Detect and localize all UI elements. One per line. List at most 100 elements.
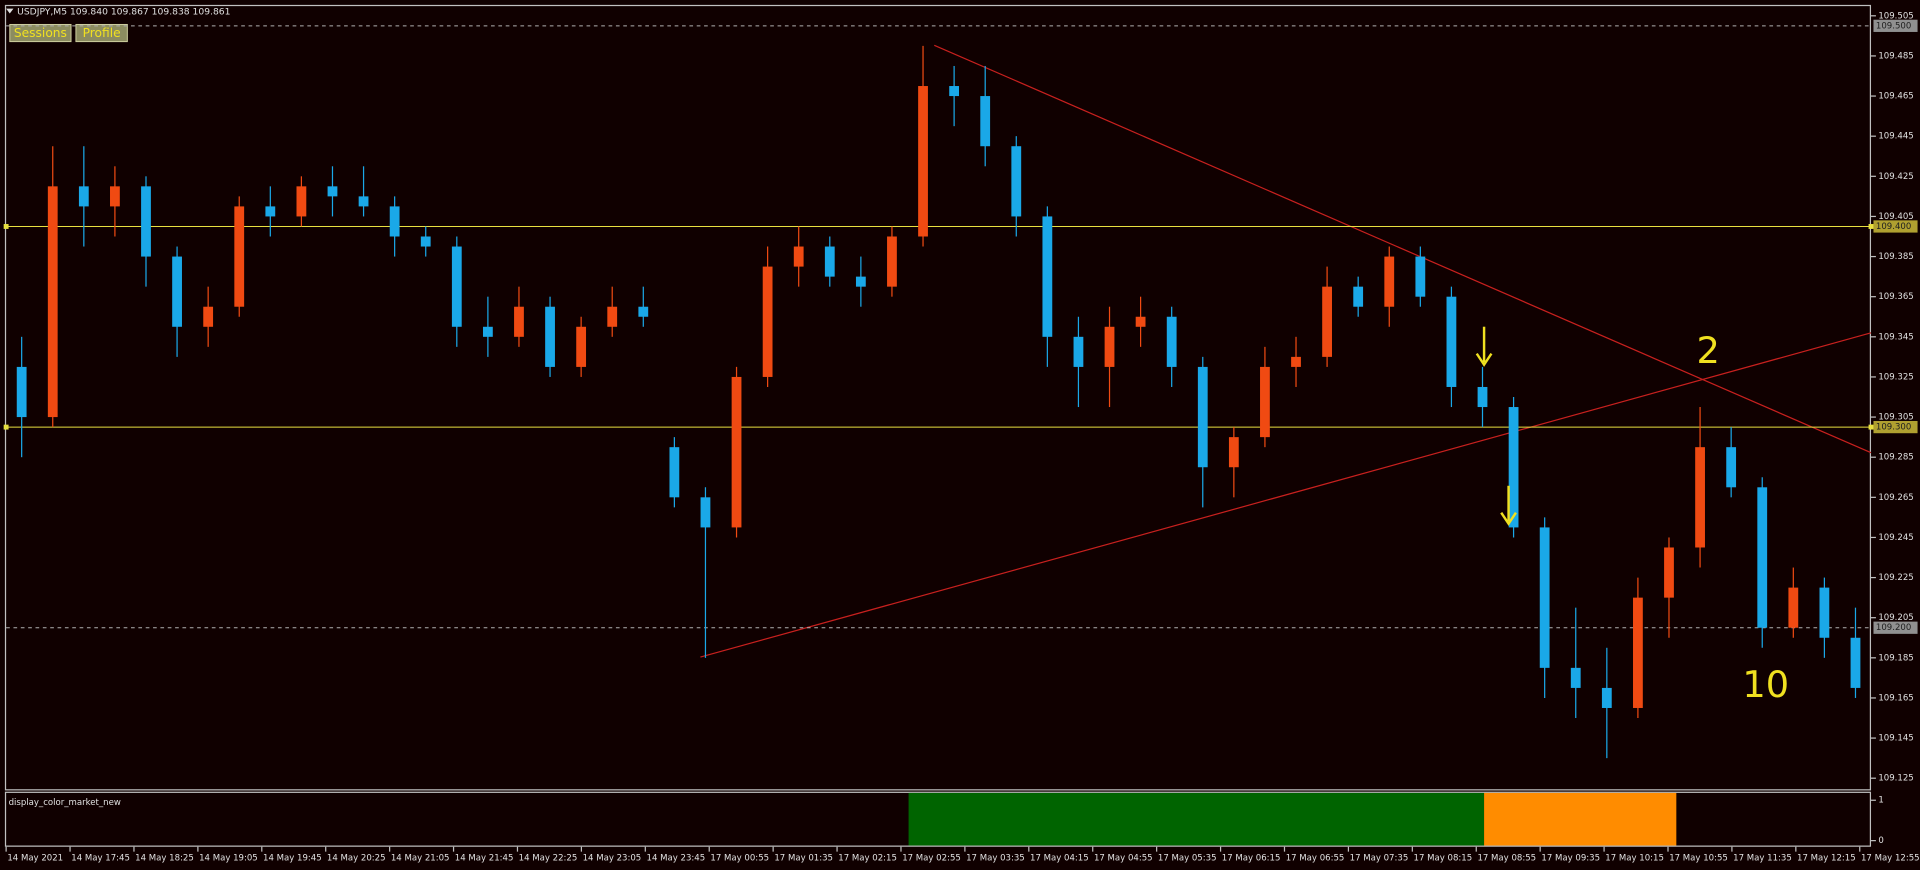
x-tick-label: 14 May 17:45: [71, 853, 130, 863]
x-tick-label: 17 May 06:55: [1286, 853, 1345, 863]
y-tick-label: 109.325: [1878, 372, 1913, 382]
y-tick-label: 109.265: [1878, 493, 1913, 503]
candle-body: [700, 497, 711, 528]
x-tick-label: 17 May 02:15: [838, 853, 897, 863]
candle-body: [669, 447, 680, 498]
candle-body: [1446, 296, 1457, 387]
candle-body: [1757, 487, 1768, 628]
button-label[interactable]: Profile: [83, 26, 121, 40]
y-tick-label: 109.405: [1878, 212, 1913, 222]
candle-body: [1633, 597, 1643, 708]
y-tick-label: 109.305: [1878, 413, 1913, 423]
candle-body: [949, 86, 960, 97]
candle-body: [358, 196, 369, 207]
button-label[interactable]: Sessions: [14, 26, 67, 40]
y-tick-label: 109.345: [1878, 332, 1913, 342]
candle-body: [78, 186, 89, 207]
candle-body: [420, 236, 431, 247]
x-tick-label: 14 May 23:45: [647, 853, 706, 863]
level-label: 109.500: [1876, 21, 1911, 31]
candle-body: [389, 206, 400, 237]
x-tick-label: 17 May 00:55: [710, 853, 769, 863]
y-tick-label: 1: [1878, 796, 1883, 806]
level-label-box: [1873, 220, 1918, 233]
annotation: 10: [1742, 663, 1789, 706]
level-marker: [3, 224, 9, 229]
indicator-block-green: [908, 792, 1485, 846]
candle-body: [141, 186, 151, 257]
level-label-box: [1873, 420, 1918, 434]
candle-body: [172, 256, 182, 327]
candle-body: [1477, 386, 1488, 408]
y-tick-label: 109.125: [1878, 774, 1913, 784]
x-tick-label: 17 May 05:35: [1158, 853, 1217, 863]
candle-body: [1508, 407, 1519, 528]
candle-body: [1011, 146, 1022, 217]
candle-body: [1695, 447, 1705, 548]
x-tick-label: 17 May 06:15: [1222, 853, 1281, 863]
candle-body: [296, 186, 307, 217]
candle-body: [203, 306, 214, 327]
menu-icon[interactable]: [6, 8, 14, 14]
x-tick-label: 14 May 23:05: [583, 853, 642, 863]
candle-body: [1570, 667, 1581, 688]
candle-body: [265, 206, 276, 217]
x-tick-label: 14 May 22:25: [519, 853, 578, 863]
candle-body: [1788, 587, 1799, 628]
x-tick-label: 17 May 09:35: [1541, 853, 1600, 863]
candle-body: [1291, 356, 1301, 367]
candle-body: [1322, 286, 1332, 357]
candle-body: [1819, 587, 1830, 638]
candle-body: [482, 326, 493, 337]
level-marker: [1868, 424, 1874, 430]
x-tick-label: 17 May 07:35: [1350, 853, 1409, 863]
candle-body: [1073, 336, 1084, 367]
x-tick-label: 17 May 10:55: [1669, 853, 1728, 863]
x-tick-label: 14 May 19:05: [199, 853, 258, 863]
candle-body: [824, 246, 835, 277]
y-tick-label: 109.505: [1878, 11, 1913, 21]
y-tick-label: 109.225: [1878, 573, 1913, 583]
arrow: [1500, 485, 1517, 526]
level-marker: [1868, 224, 1874, 229]
x-tick-label: 17 May 12:55: [1861, 853, 1920, 863]
x-tick-label: 14 May 21:45: [455, 853, 514, 863]
candle-body: [918, 86, 928, 237]
y-tick-label: 109.285: [1878, 453, 1913, 463]
trend-line: [700, 332, 1872, 658]
candle-body: [1664, 547, 1674, 598]
x-tick-label: 17 May 10:15: [1605, 853, 1664, 863]
indicator-block-orange: [1484, 792, 1677, 846]
candle-body: [110, 186, 120, 207]
candle-body: [1104, 326, 1115, 367]
candle-body: [1166, 316, 1177, 367]
candle-body: [1042, 216, 1053, 337]
y-tick-label: 109.445: [1878, 132, 1913, 142]
button[interactable]: [75, 23, 128, 43]
x-tick-label: 17 May 02:55: [902, 853, 961, 863]
candle-body: [1726, 447, 1737, 488]
indicator-title: display_color_market_new: [9, 798, 121, 808]
candle-body: [1353, 286, 1364, 307]
level-label-box: [1873, 621, 1918, 634]
x-tick-label: 17 May 04:55: [1094, 853, 1153, 863]
candle-body: [47, 186, 58, 418]
candle-body: [1539, 527, 1550, 668]
y-tick-label: 109.365: [1878, 292, 1913, 302]
x-tick-label: 14 May 18:25: [135, 853, 194, 863]
y-tick-label: 109.385: [1878, 252, 1913, 262]
candle-body: [1415, 256, 1426, 297]
x-tick-label: 14 May 20:25: [327, 853, 386, 863]
y-tick-label: 109.465: [1878, 92, 1913, 102]
annotation: 2: [1696, 329, 1719, 372]
candle-body: [607, 306, 618, 327]
candle-body: [1197, 366, 1208, 468]
candle-body: [327, 186, 338, 197]
button[interactable]: [9, 23, 72, 43]
candle-body: [1228, 437, 1239, 468]
x-tick-label: 17 May 08:15: [1414, 853, 1473, 863]
x-tick-label: 17 May 11:35: [1733, 853, 1792, 863]
arrow: [1475, 326, 1493, 367]
